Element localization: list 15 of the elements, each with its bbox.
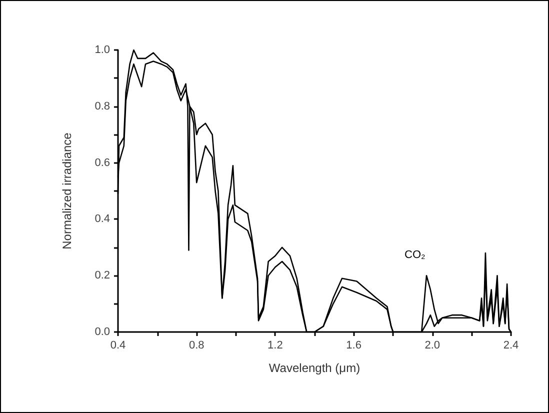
y-tick-label: 0.8	[94, 100, 110, 112]
y-tick-label: 0.4	[94, 213, 110, 226]
x-tick-label: 2.0	[424, 340, 440, 352]
x-tick-label: 1.2	[268, 340, 283, 352]
x-tick-label: 0.4	[110, 340, 126, 352]
x-tick-label: 0.8	[188, 340, 204, 352]
y-tick-label: 0.2	[94, 270, 110, 282]
annotation: CO₂	[404, 249, 426, 262]
y-axis-title: Normalized irradiance	[60, 132, 74, 250]
x-tick-label: 2.4	[503, 340, 519, 352]
y-tick-label: 1.0	[94, 44, 110, 56]
x-tick-label: 1.6	[346, 340, 362, 352]
y-tick-label: 0.6	[94, 156, 110, 169]
x-axis-title: Wavelength (μm)	[268, 361, 360, 375]
y-tick-label: 0.0	[94, 326, 110, 338]
